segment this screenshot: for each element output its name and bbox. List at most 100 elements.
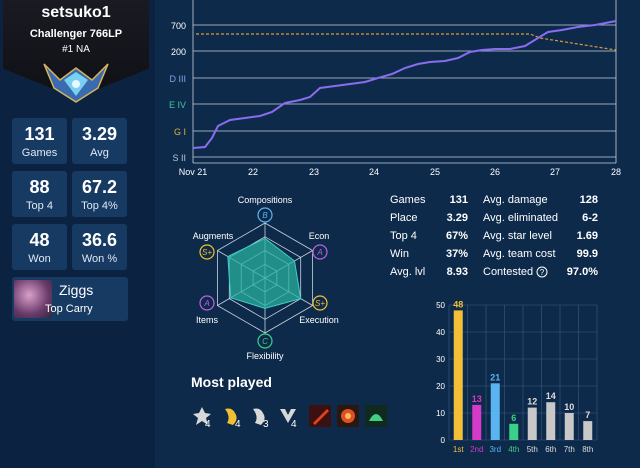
radar-axis-label: Compositions [238, 195, 293, 205]
summary-stats: Games 131 Place 3.29 Top 4 67% Win 37% A… [390, 194, 610, 284]
most-played-count: 4 [205, 419, 211, 430]
stat-label: Top 4 [26, 200, 53, 212]
lp-x-tick: 27 [550, 167, 560, 177]
item-green-icon[interactable] [365, 405, 387, 427]
bar-value-label: 6 [511, 413, 516, 423]
most-played-title: Most played [191, 374, 272, 390]
stat-avg: 3.29 Avg [72, 118, 127, 164]
lp-x-tick: 26 [490, 167, 500, 177]
stat-label: Won % [81, 253, 118, 265]
summary-label: Place [390, 212, 418, 224]
bar-value-label: 21 [490, 372, 500, 382]
placement-bar-chart: 0 10 20 30 40 50 48 1st 13 2nd 21 3rd 6 4th 12 5th 14 6th… [436, 299, 598, 454]
summary-label: Contested [483, 266, 534, 278]
playstyle-radar: Compositions B Econ A Execution S+ Flexibility… [193, 195, 339, 361]
lp-y-tick: E IV [169, 100, 186, 110]
radar-axis-label: Flexibility [246, 351, 284, 361]
stat-value: 3.29 [81, 124, 118, 144]
lp-threshold-line [196, 33, 617, 51]
item-flame-icon[interactable] [337, 405, 359, 427]
grade-badge-letter: B [262, 211, 268, 220]
radar-axis-label: Items [196, 315, 219, 325]
bar-y-tick: 20 [436, 382, 445, 391]
stat-value: 131 [24, 124, 55, 144]
bar-value-label: 48 [453, 299, 463, 309]
radar-axis-label: Augments [193, 231, 234, 241]
svg-text:?: ? [540, 268, 545, 277]
bar-y-tick: 30 [436, 355, 445, 364]
lp-x-tick: 23 [309, 167, 319, 177]
champion-portrait [14, 280, 52, 318]
lp-y-tick: 200 [171, 47, 186, 57]
bar-y-tick: 10 [436, 409, 445, 418]
placement-bar [453, 310, 463, 440]
bar-value-label: 7 [585, 410, 590, 420]
profile-panel: setsuko1 Challenger 766LP #1 NA 131 Game… [0, 0, 155, 468]
grade-badge [312, 244, 328, 260]
stat-label: Won [28, 253, 51, 265]
summary-label: Top 4 [390, 230, 417, 242]
radar-axis-label: Execution [299, 315, 339, 325]
placement-bar [546, 402, 556, 440]
grade-badge [257, 207, 273, 223]
trait-emblem-gold-icon[interactable] [221, 405, 243, 427]
challenger-emblem-icon [43, 63, 109, 103]
player-name: setsuko1 [41, 4, 111, 21]
stat-top4: 88 Top 4 [12, 171, 67, 217]
lp-x-tick: Nov 21 [179, 167, 208, 177]
lp-grid [192, 0, 617, 164]
radar-area [227, 237, 302, 309]
bar-y-tick: 50 [436, 301, 445, 310]
bar-category-label: 5th [527, 445, 538, 454]
summary-label: Avg. damage [483, 194, 548, 206]
trait-emblem-icon[interactable] [277, 405, 299, 427]
bar-category-label: 1st [453, 445, 464, 454]
summary-label: Avg. team cost [483, 248, 556, 260]
stat-won: 48 Won [12, 224, 67, 270]
grade-badge-letter: A [316, 248, 322, 257]
trait-emblem-icon[interactable] [249, 405, 271, 427]
lp-y-tick: G I [174, 127, 186, 137]
stat-label: Top 4% [81, 200, 118, 212]
trait-emblem-icon[interactable] [191, 405, 213, 427]
help-icon[interactable]: ? [536, 266, 548, 278]
stat-value: 88 [29, 177, 50, 197]
lp-x-tick: 28 [611, 167, 621, 177]
bar-category-label: 3rd [489, 445, 501, 454]
item-sword-icon[interactable] [309, 405, 331, 427]
grade-badge [257, 333, 273, 349]
placement-bar [490, 383, 500, 440]
lp-y-tick: S II [172, 153, 186, 163]
summary-value: 3.29 [446, 212, 468, 224]
stat-value: 48 [29, 230, 50, 250]
placement-bar [509, 423, 519, 440]
bar-category-label: 4th [508, 445, 519, 454]
bar-category-label: 6th [545, 445, 556, 454]
grade-badge-letter: S+ [315, 299, 325, 308]
summary-value: 131 [449, 194, 468, 206]
placement-bar [564, 413, 574, 440]
stat-won-percent: 36.6 Won % [72, 224, 127, 270]
most-played-count: 4 [235, 419, 241, 430]
most-played-count: 4 [291, 419, 297, 430]
stat-top4-percent: 67.2 Top 4% [72, 171, 127, 217]
lp-y-tick: 700 [171, 21, 186, 31]
top-champion-card[interactable]: Ziggs Top Carry [12, 277, 128, 321]
champion-role: Top Carry [45, 303, 93, 315]
summary-label: Avg. eliminated [483, 212, 559, 224]
stat-label: Avg [90, 147, 109, 159]
most-played-count: 3 [263, 419, 269, 430]
summary-value: 67% [445, 230, 468, 242]
bar-category-label: 2nd [470, 445, 483, 454]
lp-x-tick: 24 [369, 167, 379, 177]
bar-category-label: 7th [564, 445, 575, 454]
bar-category-label: 8th [582, 445, 593, 454]
summary-label: Avg. star level [483, 230, 552, 242]
stat-label: Games [21, 147, 58, 159]
grade-badge-letter: C [262, 337, 268, 346]
champion-name: Ziggs [59, 282, 94, 298]
lp-y-tick: D III [169, 74, 186, 84]
bar-value-label: 12 [527, 397, 537, 407]
lp-series-line [192, 20, 617, 149]
lp-x-tick: 22 [248, 167, 258, 177]
